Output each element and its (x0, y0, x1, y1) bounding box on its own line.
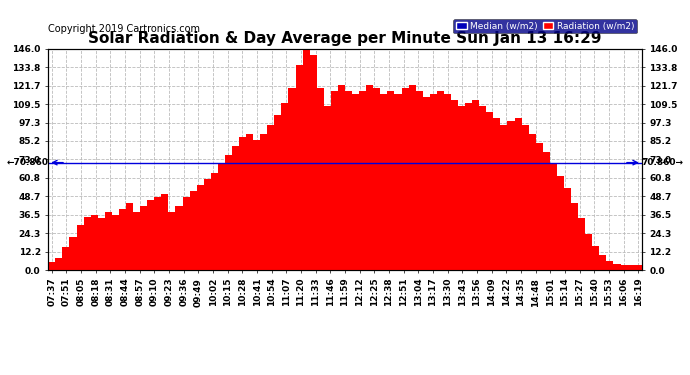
Bar (352, 94, 359, 270)
Bar (451, 100, 458, 270)
Bar (423, 97, 430, 270)
Bar (571, 203, 578, 270)
Bar (147, 200, 155, 270)
Bar (380, 94, 387, 270)
Text: Copyright 2019 Cartronics.com: Copyright 2019 Cartronics.com (48, 24, 200, 34)
Bar (282, 103, 288, 270)
Bar (119, 209, 126, 270)
Bar (83, 217, 90, 270)
Bar (98, 219, 105, 270)
Bar (260, 134, 267, 270)
Bar (140, 206, 147, 270)
Bar (430, 94, 437, 270)
Bar (529, 134, 535, 270)
Bar (444, 94, 451, 270)
Bar (175, 206, 183, 270)
Bar (62, 247, 70, 270)
Bar (161, 194, 168, 270)
Bar (458, 106, 465, 270)
Bar (70, 237, 77, 270)
Bar (239, 136, 246, 270)
Bar (331, 91, 338, 270)
Bar (112, 216, 119, 270)
Bar (133, 212, 140, 270)
Bar (359, 91, 366, 270)
Bar (613, 264, 620, 270)
Bar (155, 197, 161, 270)
Bar (585, 234, 592, 270)
Bar (500, 124, 507, 270)
Bar (168, 212, 175, 270)
Bar (628, 266, 635, 270)
Bar (607, 261, 613, 270)
Bar (197, 185, 204, 270)
Bar (105, 212, 112, 270)
Bar (387, 91, 395, 270)
Bar (345, 91, 352, 270)
Bar (592, 246, 600, 270)
Bar (225, 155, 232, 270)
Title: Solar Radiation & Day Average per Minute Sun Jan 13 16:29: Solar Radiation & Day Average per Minute… (88, 31, 602, 46)
Bar (190, 191, 197, 270)
Bar (486, 112, 493, 270)
Bar (295, 65, 303, 270)
Bar (472, 100, 480, 270)
Bar (275, 116, 282, 270)
Bar (366, 85, 373, 270)
Bar (253, 140, 260, 270)
Bar (557, 176, 564, 270)
Bar (535, 143, 543, 270)
Bar (408, 85, 415, 270)
Bar (635, 266, 642, 270)
Text: ←70.860: ←70.860 (6, 158, 48, 167)
Bar (493, 118, 500, 270)
Bar (480, 106, 486, 270)
Bar (515, 118, 522, 270)
Bar (218, 164, 225, 270)
Bar (507, 122, 515, 270)
Bar (437, 91, 444, 270)
Bar (303, 49, 310, 270)
Bar (543, 152, 550, 270)
Text: 70.860→: 70.860→ (642, 158, 684, 167)
Bar (288, 88, 295, 270)
Bar (183, 197, 190, 270)
Bar (338, 85, 345, 270)
Bar (373, 88, 380, 270)
Bar (126, 203, 133, 270)
Bar (48, 262, 55, 270)
Bar (600, 255, 607, 270)
Bar (415, 91, 423, 270)
Bar (550, 164, 557, 270)
Bar (90, 216, 98, 270)
Bar (232, 146, 239, 270)
Bar (522, 124, 529, 270)
Bar (395, 94, 402, 270)
Bar (204, 179, 210, 270)
Bar (465, 103, 472, 270)
Legend: Median (w/m2), Radiation (w/m2): Median (w/m2), Radiation (w/m2) (453, 19, 637, 33)
Bar (310, 55, 317, 270)
Bar (578, 219, 585, 270)
Bar (317, 88, 324, 270)
Bar (267, 124, 275, 270)
Bar (324, 106, 331, 270)
Bar (55, 258, 62, 270)
Bar (210, 173, 218, 270)
Bar (620, 266, 628, 270)
Bar (564, 188, 571, 270)
Bar (402, 88, 408, 270)
Bar (77, 225, 83, 270)
Bar (246, 134, 253, 270)
